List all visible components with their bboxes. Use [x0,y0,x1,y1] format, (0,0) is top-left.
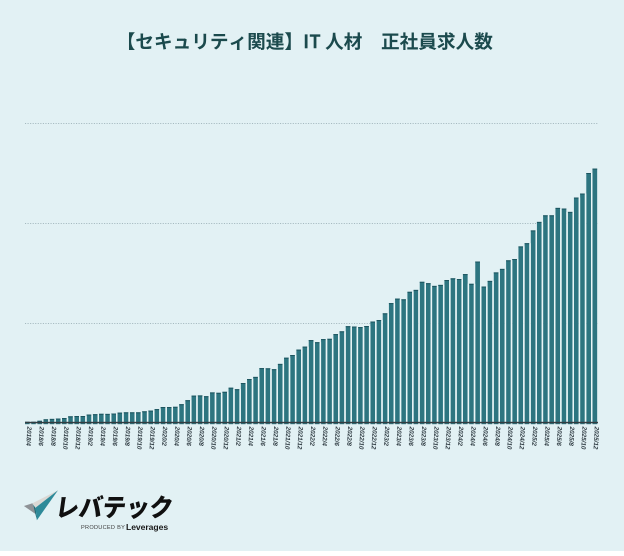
svg-text:2025/10: 2025/10 [579,425,587,450]
svg-text:2021/12: 2021/12 [296,425,304,450]
svg-text:2022/8: 2022/8 [345,425,353,446]
svg-text:2022/12: 2022/12 [370,425,378,450]
svg-text:2020/2: 2020/2 [160,425,168,446]
svg-text:2019/2: 2019/2 [86,425,94,446]
svg-text:2021/4: 2021/4 [246,425,254,446]
svg-text:2021/2: 2021/2 [234,425,242,446]
svg-text:2024/6: 2024/6 [481,425,489,446]
svg-text:2025/4: 2025/4 [542,425,550,446]
svg-text:2019/6: 2019/6 [111,425,119,446]
svg-text:2022/6: 2022/6 [333,425,341,446]
svg-text:2022/4: 2022/4 [320,425,328,446]
svg-text:2023/2: 2023/2 [382,425,390,446]
svg-text:2018/10: 2018/10 [61,425,69,450]
svg-text:2023/8: 2023/8 [419,425,427,446]
svg-text:2018/8: 2018/8 [49,425,57,446]
svg-text:2025/6: 2025/6 [555,425,563,446]
svg-text:Leverages: Leverages [126,522,168,532]
svg-text:2024/4: 2024/4 [468,425,476,446]
svg-text:2018/6: 2018/6 [37,425,45,446]
svg-text:2023/10: 2023/10 [431,425,439,450]
svg-text:2023/4: 2023/4 [394,425,402,446]
svg-text:2019/10: 2019/10 [135,425,143,450]
svg-text:2020/6: 2020/6 [185,425,193,446]
svg-text:PRODUCED BY: PRODUCED BY [81,525,125,531]
svg-text:2020/8: 2020/8 [197,425,205,446]
svg-text:2024/8: 2024/8 [493,425,501,446]
svg-text:2025/8: 2025/8 [567,425,575,446]
svg-text:2020/12: 2020/12 [222,425,230,450]
svg-text:2025/2: 2025/2 [530,425,538,446]
svg-text:2019/8: 2019/8 [123,425,131,446]
svg-text:2025/12: 2025/12 [592,425,600,450]
svg-text:2019/4: 2019/4 [98,425,106,446]
svg-text:2021/8: 2021/8 [271,425,279,446]
svg-text:2022/2: 2022/2 [308,425,316,446]
svg-text:2020/4: 2020/4 [172,425,180,446]
svg-text:2024/2: 2024/2 [456,425,464,446]
svg-text:2022/10: 2022/10 [357,425,365,450]
svg-text:2023/6: 2023/6 [407,425,415,446]
svg-text:2021/10: 2021/10 [283,425,291,450]
svg-text:2024/12: 2024/12 [518,425,526,450]
svg-text:2019/12: 2019/12 [147,425,155,450]
svg-text:2018/4: 2018/4 [24,425,32,446]
svg-text:2024/10: 2024/10 [505,425,513,450]
svg-text:2021/6: 2021/6 [259,425,267,446]
svg-text:2018/12: 2018/12 [73,425,81,450]
svg-text:2020/10: 2020/10 [209,425,217,450]
svg-text:2023/12: 2023/12 [444,425,452,450]
